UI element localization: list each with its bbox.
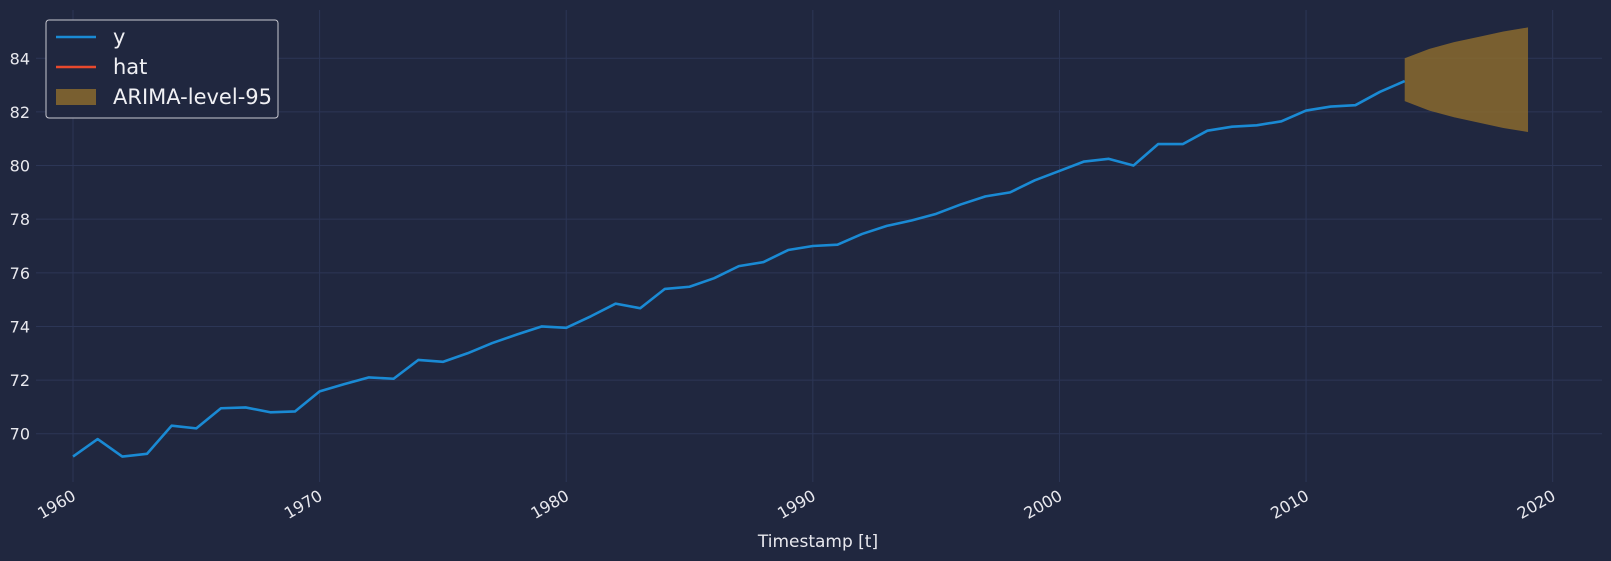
y-tick-label: 84 (10, 49, 30, 68)
y-tick-label: 74 (10, 317, 30, 336)
y-tick-label: 82 (10, 103, 30, 122)
confidence-band-area (1404, 27, 1529, 133)
y-tick-label: 78 (10, 210, 30, 229)
series-line-y (72, 79, 1406, 458)
legend-label: y (113, 25, 125, 49)
legend-box (45, 19, 279, 119)
y-tick-label: 76 (10, 264, 30, 283)
x-axis-label: Timestamp [t] (757, 532, 878, 552)
legend-label: hat (113, 55, 147, 79)
y-tick-label: 80 (10, 157, 30, 176)
legend: y hat ARIMA-level-95 (45, 19, 279, 119)
y-axis-ticks: 70 72 74 76 78 80 82 84 (10, 49, 30, 443)
y-tick-label: 70 (10, 425, 30, 444)
series-lines (72, 79, 1406, 458)
confidence-band (1404, 27, 1529, 133)
y-tick-label: 72 (10, 371, 30, 390)
legend-label: ARIMA-level-95 (113, 85, 272, 109)
legend-swatch-band (56, 89, 96, 105)
